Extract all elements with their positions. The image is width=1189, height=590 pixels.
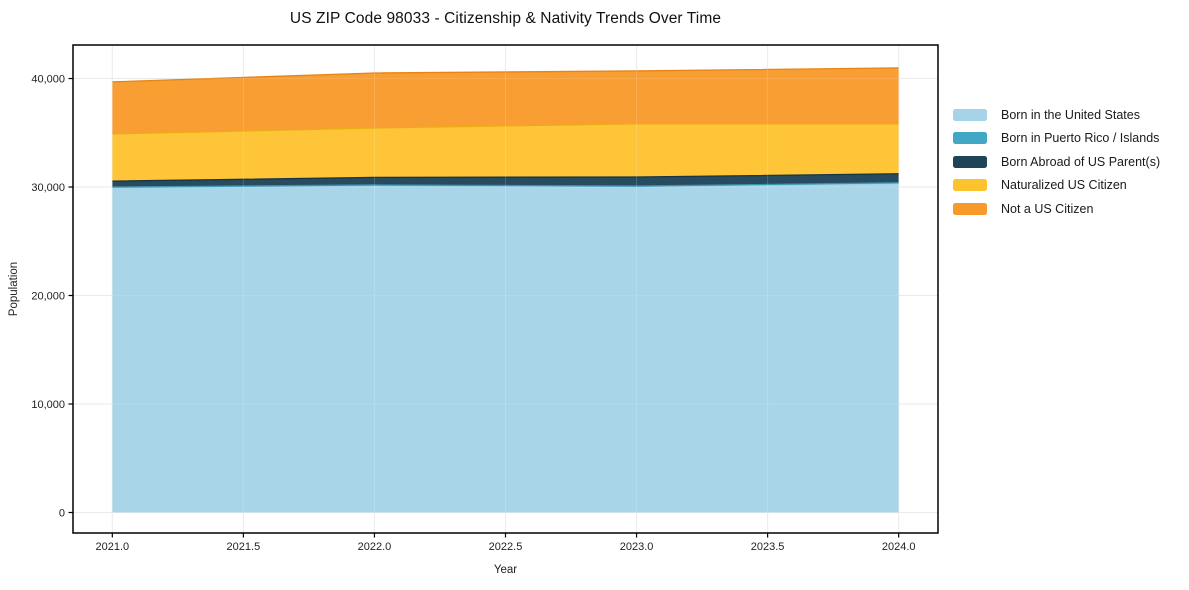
legend-swatch [953,179,987,192]
legend-label: Born in Puerto Rico / Islands [1001,131,1160,146]
legend-swatch [953,108,987,121]
x-tick-label: 2021.5 [227,541,261,553]
x-tick-label: 2023.0 [620,541,654,553]
legend-label: Not a US Citizen [1001,201,1094,216]
y-tick-label: 10,000 [31,399,65,411]
legend: Born in the United States Born in Puerto … [953,103,1160,221]
chart-title: US ZIP Code 98033 - Citizenship & Nativi… [289,10,722,27]
x-axis-title: Year [493,564,518,576]
area-layer [112,183,899,513]
legend-swatch [953,202,987,215]
x-tick-label: 2023.5 [751,541,785,553]
legend-item: Not a US Citizen [953,197,1160,221]
area-layer [112,67,899,134]
x-tick-label: 2021.0 [95,541,129,553]
legend-label: Naturalized US Citizen [1001,178,1127,193]
legend-item: Born Abroad of US Parent(s) [953,150,1160,174]
legend-label: Born Abroad of US Parent(s) [1001,154,1161,169]
y-tick-label: 40,000 [31,73,65,85]
legend-item: Naturalized US Citizen [953,174,1160,198]
area-edge [112,182,899,188]
area-edge [112,123,899,135]
area-layer [112,123,899,182]
y-tick-label: 30,000 [31,182,65,194]
area-edge [112,67,899,83]
y-tick-label: 0 [59,507,65,519]
x-tick-label: 2022.5 [489,541,523,553]
area-layer [112,173,899,188]
legend-swatch [953,132,987,145]
legend-item: Born in the United States [953,103,1160,127]
area-edge [112,173,899,182]
legend-label: Born in the United States [1001,107,1140,122]
y-tick-label: 20,000 [31,290,65,302]
x-tick-label: 2024.0 [882,541,916,553]
x-tick-label: 2022.0 [358,541,392,553]
legend-swatch [953,155,987,168]
legend-item: Born in Puerto Rico / Islands [953,127,1160,151]
